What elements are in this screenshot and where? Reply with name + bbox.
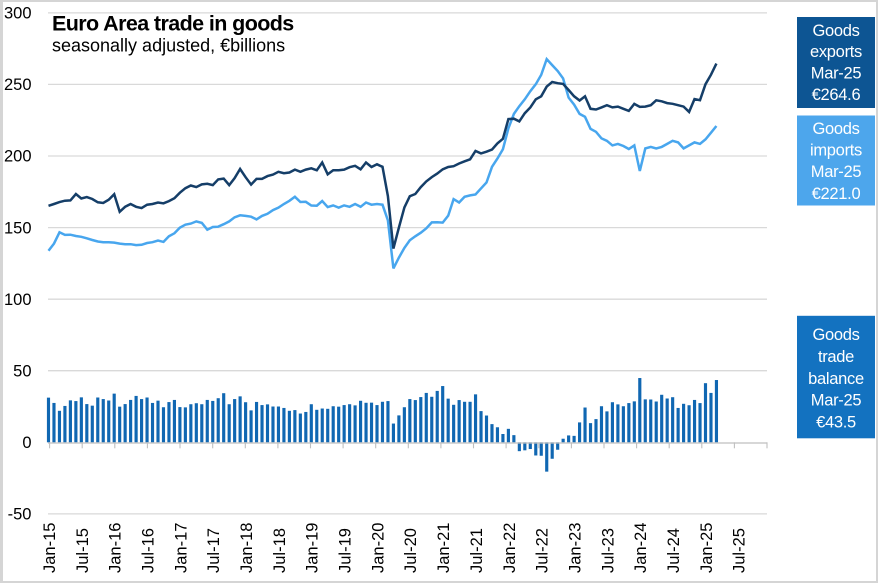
svg-text:150: 150 <box>4 219 32 237</box>
svg-text:Jul-18: Jul-18 <box>271 528 289 573</box>
svg-text:Goods: Goods <box>812 120 859 138</box>
svg-text:Jul-20: Jul-20 <box>402 528 420 573</box>
svg-text:Mar-25: Mar-25 <box>811 65 862 83</box>
svg-text:200: 200 <box>4 148 32 166</box>
svg-text:300: 300 <box>4 5 32 23</box>
svg-text:exports: exports <box>810 43 862 61</box>
svg-text:Euro Area trade in goods: Euro Area trade in goods <box>52 12 294 36</box>
svg-text:Jan-22: Jan-22 <box>501 523 519 573</box>
svg-text:€43.5: €43.5 <box>816 414 856 432</box>
svg-text:€221.0: €221.0 <box>812 185 861 203</box>
svg-text:Jul-21: Jul-21 <box>468 528 486 573</box>
svg-text:Jan-21: Jan-21 <box>435 523 453 573</box>
svg-text:balance: balance <box>808 370 864 388</box>
svg-text:Jul-19: Jul-19 <box>337 528 355 573</box>
svg-text:Jan-19: Jan-19 <box>304 523 322 573</box>
svg-text:0: 0 <box>22 434 31 452</box>
svg-text:Goods: Goods <box>812 22 859 40</box>
svg-text:Jan-24: Jan-24 <box>632 523 650 573</box>
svg-text:Jul-15: Jul-15 <box>74 528 92 573</box>
svg-text:Goods: Goods <box>812 326 859 344</box>
svg-text:Jan-15: Jan-15 <box>41 523 59 573</box>
svg-text:Mar-25: Mar-25 <box>811 392 862 410</box>
svg-text:Jan-18: Jan-18 <box>238 523 256 573</box>
svg-text:imports: imports <box>810 142 862 160</box>
svg-text:Jul-17: Jul-17 <box>205 528 223 573</box>
svg-text:50: 50 <box>13 362 31 380</box>
svg-text:seasonally adjusted, €billions: seasonally adjusted, €billions <box>52 36 285 56</box>
svg-text:Jul-25: Jul-25 <box>731 528 749 573</box>
svg-text:Mar-25: Mar-25 <box>811 163 862 181</box>
svg-text:100: 100 <box>4 291 32 309</box>
svg-text:Jan-20: Jan-20 <box>369 523 387 573</box>
svg-text:€264.6: €264.6 <box>812 86 861 104</box>
svg-text:Jul-16: Jul-16 <box>140 528 158 573</box>
svg-text:trade: trade <box>818 348 854 366</box>
svg-text:Jul-24: Jul-24 <box>665 528 683 573</box>
svg-text:Jan-25: Jan-25 <box>698 523 716 573</box>
svg-text:Jan-23: Jan-23 <box>567 523 585 573</box>
svg-text:250: 250 <box>4 76 32 94</box>
svg-text:Jul-23: Jul-23 <box>599 528 617 573</box>
svg-text:-50: -50 <box>8 506 32 524</box>
svg-text:Jan-17: Jan-17 <box>172 523 190 573</box>
svg-text:Jan-16: Jan-16 <box>107 523 125 573</box>
svg-text:Jul-22: Jul-22 <box>534 528 552 573</box>
